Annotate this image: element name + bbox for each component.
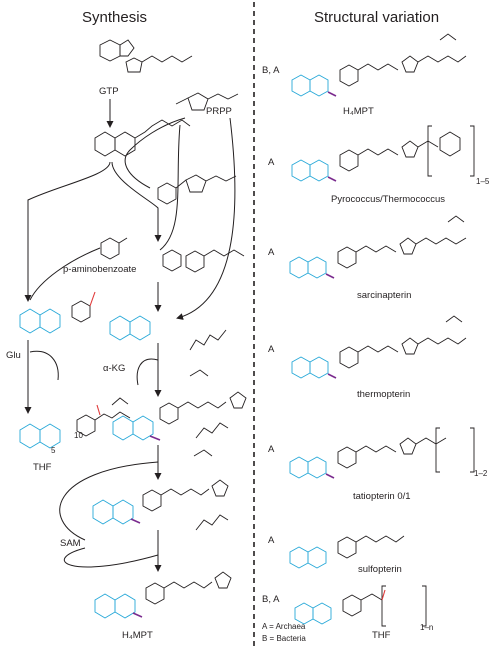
sam-label: SAM (60, 538, 81, 549)
side-chains-right (142, 249, 247, 605)
paba-label: p-aminobenzoate (63, 264, 137, 275)
legend-bacteria: B = Bacteria (262, 634, 306, 643)
variant-subscript: 1–2 (474, 469, 488, 478)
carbonyl-marks (89, 291, 101, 416)
variant-organisms: B, A (262, 594, 280, 605)
pterin-ring-right (92, 315, 154, 619)
pterin-ring-left (19, 308, 61, 449)
pterin-phenyl-1 (185, 249, 245, 273)
legend-archaea: A = Archaea (262, 622, 306, 631)
variant-organisms: A (268, 535, 275, 546)
variants-structures (289, 33, 475, 627)
h4mpt-label: H₄MPT (122, 630, 153, 641)
glu-label: Glu (6, 350, 21, 361)
synthesis-title: Synthesis (82, 9, 148, 26)
variant-name: sarcinapterin (357, 290, 412, 301)
gtp-label: GTP (99, 86, 119, 97)
akg-label: α-KG (103, 363, 126, 374)
variant-subscript: 1–5 (476, 177, 489, 186)
methyl-marks-left (130, 435, 161, 618)
variant-organisms: B, A (262, 65, 280, 76)
prpp-label: PRPP (206, 106, 232, 117)
position-5-label: 5 (51, 446, 56, 455)
phenyl-left (71, 300, 131, 437)
variant-name: thermopterin (357, 389, 411, 400)
thf-label: THF (33, 462, 52, 473)
variant-name: THF (372, 630, 391, 641)
position-10-label: 10 (74, 431, 83, 440)
variant-organisms: A (268, 247, 275, 258)
variant-organisms: A (268, 157, 275, 168)
variant-name: sulfopterin (358, 564, 402, 575)
intermediate-structure (94, 119, 191, 157)
paba-structure (100, 237, 128, 260)
gtp-structure (99, 39, 193, 73)
variant-name: Pyrococcus/Thermococcus (331, 194, 446, 205)
variant-organisms: A (268, 444, 275, 455)
variant-subscript: 1–n (420, 623, 434, 632)
prpp-aminophenyl-structure (157, 174, 237, 205)
prpp-structure (175, 92, 239, 111)
synthesis-arrows (24, 99, 236, 572)
variant-name: tatiopterin 0/1 (353, 491, 411, 502)
variant-name: H₄MPT (343, 106, 374, 117)
variant-organisms: A (268, 344, 275, 355)
structural-variation-title: Structural variation (314, 9, 440, 26)
